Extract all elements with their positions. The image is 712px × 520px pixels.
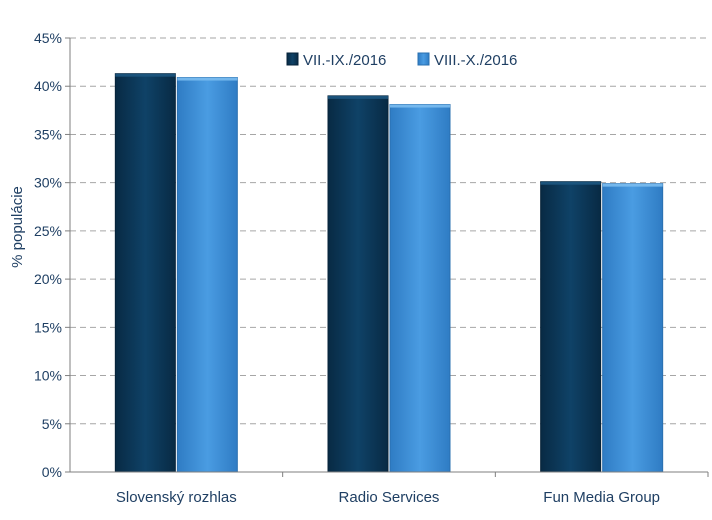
bar-vii-ix-2016 — [327, 95, 389, 473]
legend: VII.-IX./2016 VIII.-X./2016 — [286, 52, 517, 69]
x-tick-label: Fun Media Group — [543, 489, 660, 506]
bar-viii-x-2016 — [176, 77, 238, 473]
bar-top-highlight — [390, 104, 450, 108]
bar-vii-ix-2016 — [114, 73, 176, 473]
legend-swatch — [417, 52, 430, 66]
legend-swatch — [286, 52, 299, 66]
legend-label: VIII.-X./2016 — [434, 52, 517, 69]
gridlines — [70, 37, 708, 425]
y-tick-label: 10% — [34, 368, 62, 384]
y-tick-label: 5% — [42, 416, 62, 432]
y-tick-label: 20% — [34, 271, 62, 287]
legend-label: VII.-IX./2016 — [303, 52, 386, 69]
x-tick-label: Slovenský rozhlas — [116, 489, 237, 506]
bar-top-highlight — [177, 77, 238, 81]
x-tick-label: Radio Services — [339, 489, 440, 506]
y-tick-label: 30% — [34, 175, 62, 191]
y-tick-label: 15% — [34, 319, 62, 335]
y-axis-title: % populácie — [9, 186, 26, 268]
axes: 0% 5% 10% 15% 20% 25% 30% 35% 40% 45% Slovenský ro… — [34, 30, 709, 506]
bar-vii-ix-2016 — [540, 181, 602, 473]
bar-top-highlight — [540, 181, 601, 185]
bar-top-highlight — [115, 73, 176, 77]
bar-viii-x-2016 — [602, 183, 664, 473]
y-tick-label: 40% — [34, 78, 62, 94]
y-tick-label: 35% — [34, 126, 62, 142]
y-tick-label: 45% — [34, 30, 62, 46]
y-tick-label: 25% — [34, 223, 62, 239]
bar-viii-x-2016 — [389, 104, 451, 473]
bars — [114, 73, 664, 473]
bar-top-highlight — [328, 95, 388, 99]
y-tick-label: 0% — [42, 464, 62, 480]
bar-top-highlight — [602, 183, 663, 187]
